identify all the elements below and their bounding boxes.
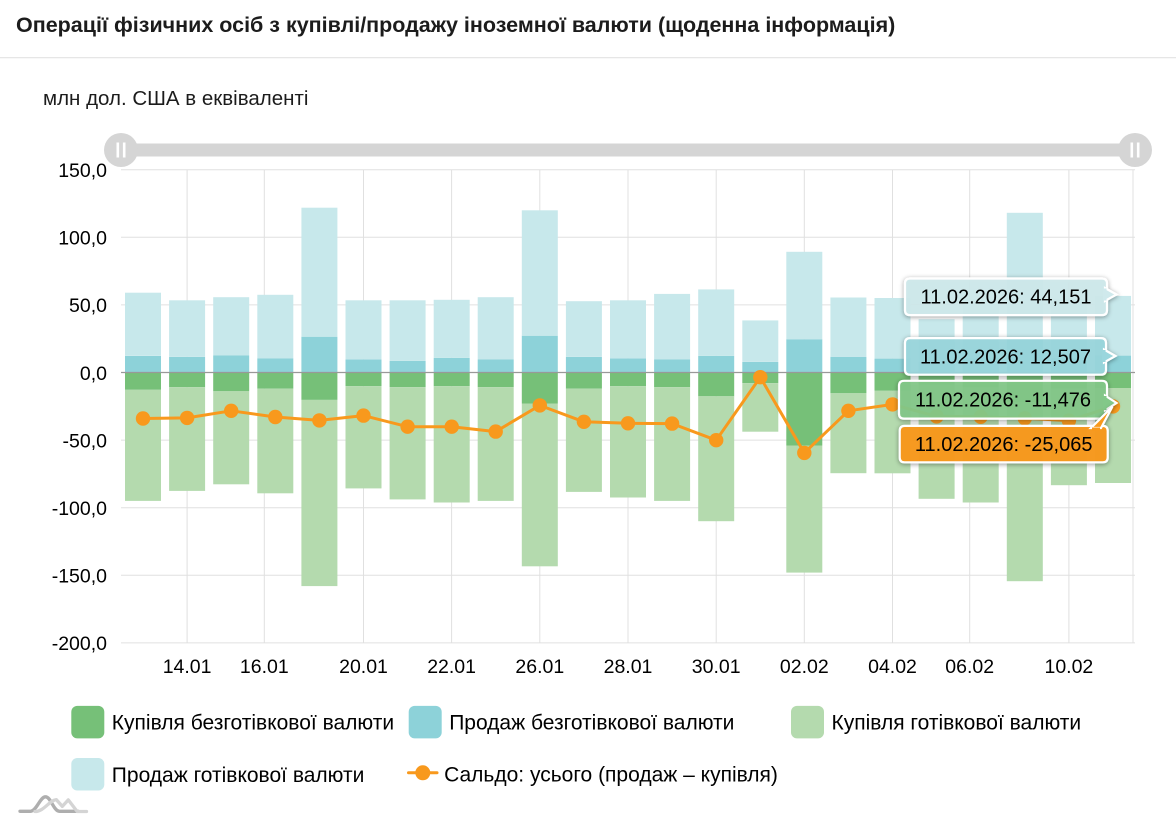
svg-text:02.02: 02.02 <box>780 656 829 678</box>
svg-text:150,0: 150,0 <box>58 160 107 182</box>
svg-text:11.02.2026: -25,065: 11.02.2026: -25,065 <box>915 434 1093 456</box>
svg-text:11.02.2026: 44,151: 11.02.2026: 44,151 <box>921 287 1092 309</box>
svg-text:100,0: 100,0 <box>58 228 107 250</box>
svg-text:Купівля готівкової валюти: Купівля готівкової валюти <box>832 712 1082 735</box>
svg-text:06.02: 06.02 <box>945 656 994 678</box>
svg-text:20.01: 20.01 <box>339 656 388 678</box>
svg-text:14.01: 14.01 <box>163 656 212 678</box>
svg-text:Продаж готівкової валюти: Продаж готівкової валюти <box>112 764 365 787</box>
svg-text:10.02: 10.02 <box>1044 656 1093 678</box>
svg-text:26.01: 26.01 <box>515 656 564 678</box>
svg-text:11.02.2026: 12,507: 11.02.2026: 12,507 <box>920 346 1091 368</box>
svg-text:50,0: 50,0 <box>69 295 107 317</box>
svg-text:-200,0: -200,0 <box>52 633 107 655</box>
svg-text:-50,0: -50,0 <box>63 430 108 452</box>
svg-text:Операції фізичних осіб з купів: Операції фізичних осіб з купівлі/продажу… <box>16 13 895 37</box>
svg-text:28.01: 28.01 <box>604 656 653 678</box>
svg-text:22.01: 22.01 <box>427 656 476 678</box>
svg-text:Продаж безготівкової валюти: Продаж безготівкової валюти <box>449 712 734 735</box>
svg-text:30.01: 30.01 <box>692 656 741 678</box>
svg-text:04.02: 04.02 <box>868 656 917 678</box>
svg-text:млн дол. США в еквіваленті: млн дол. США в еквіваленті <box>43 87 308 110</box>
svg-text:Купівля безготівкової валюти: Купівля безготівкової валюти <box>112 712 394 735</box>
svg-text:11.02.2026: -11,476: 11.02.2026: -11,476 <box>915 390 1091 412</box>
svg-text:16.01: 16.01 <box>240 656 289 678</box>
svg-text:Сальдо: усього (продаж – купів: Сальдо: усього (продаж – купівля) <box>444 763 778 786</box>
svg-text:-100,0: -100,0 <box>52 498 107 520</box>
svg-text:0,0: 0,0 <box>80 363 107 385</box>
svg-text:-150,0: -150,0 <box>52 566 107 588</box>
